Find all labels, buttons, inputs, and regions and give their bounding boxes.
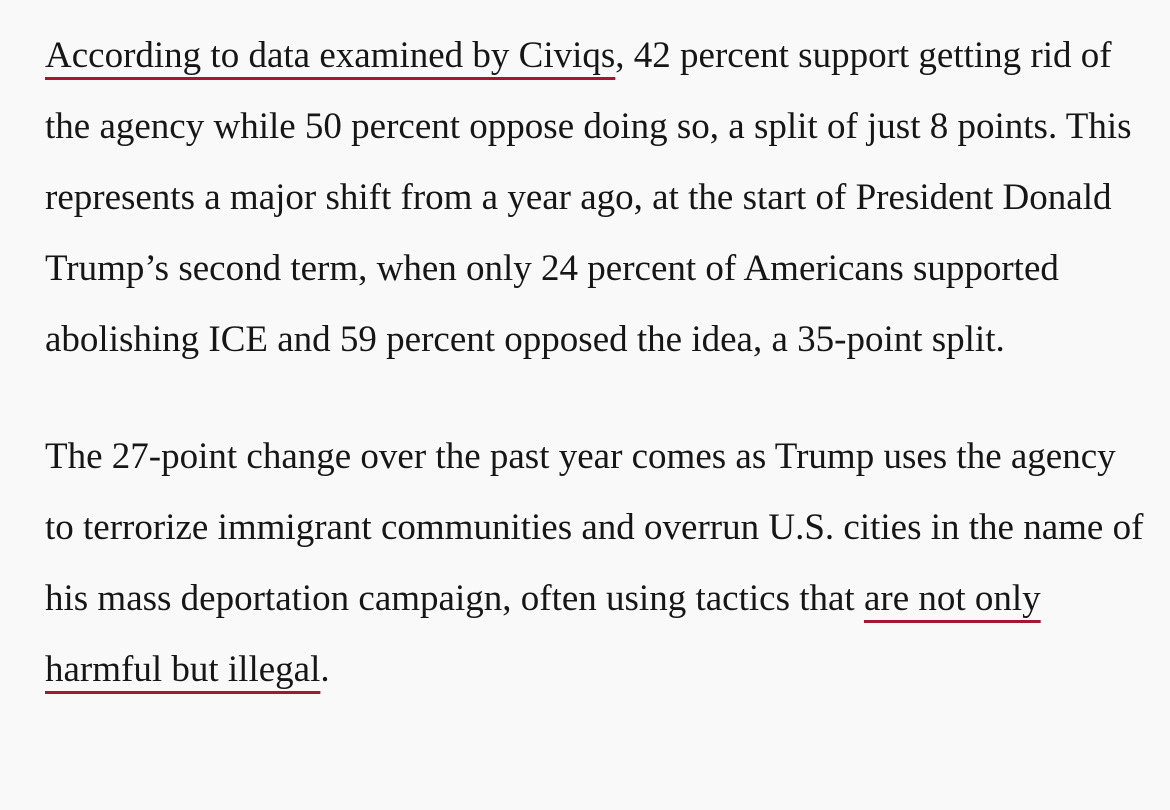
paragraph: According to data examined by Civiqs, 42… [45,20,1146,375]
inline-link[interactable]: are not only harmful but illegal [45,578,1041,690]
article: According to data examined by Civiqs, 42… [45,20,1146,705]
text-run: The 27-point change over the past year c… [45,436,1144,619]
text-run: , 42 percent support getting rid of the … [45,35,1132,360]
text-run: . [320,649,330,690]
inline-link[interactable]: According to data examined by Civiqs [45,35,616,76]
paragraph: The 27-point change over the past year c… [45,421,1146,705]
